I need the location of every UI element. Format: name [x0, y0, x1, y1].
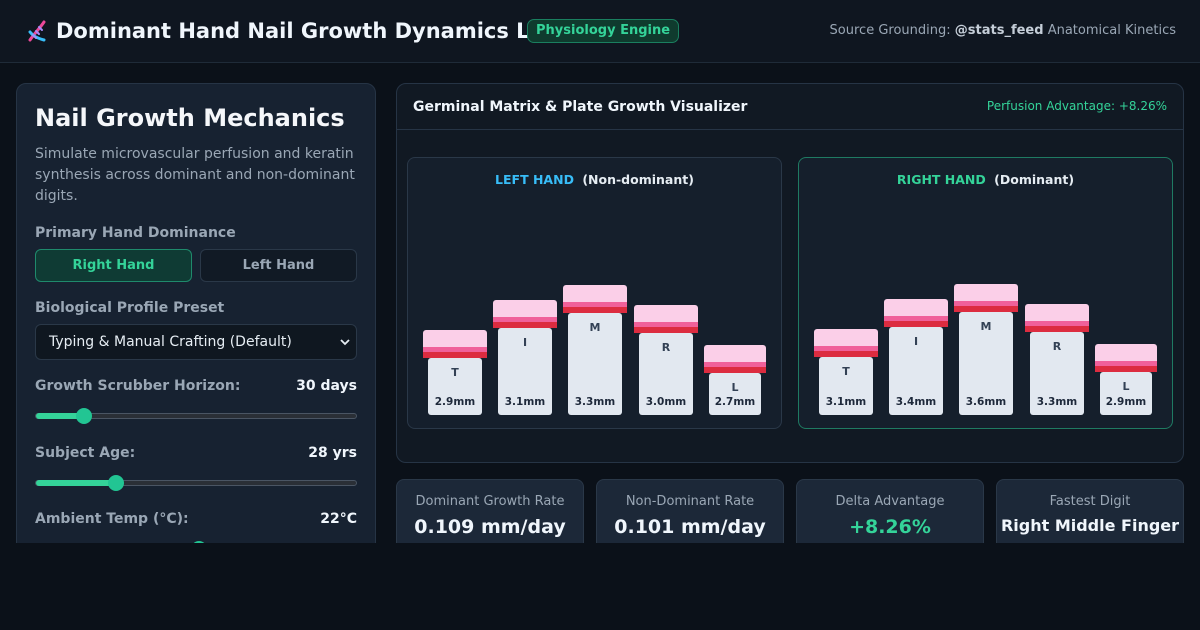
panel-title: Nail Growth Mechanics — [35, 104, 345, 132]
left-hand-fingers: T 2.9mm I 3.1mm M 3.3mm R 3.0mm L 2.7mm — [408, 158, 781, 428]
finger-R — [1030, 332, 1084, 415]
finger-length: 3.1mm — [504, 396, 546, 408]
source-suffix: Anatomical Kinetics — [1047, 23, 1176, 38]
nail-plate — [1025, 304, 1089, 332]
right-hand-button[interactable]: Right Hand — [35, 249, 192, 282]
stat-label: Delta Advantage — [835, 494, 945, 509]
finger-letter: I — [913, 335, 919, 348]
left-hand-role: (Non-dominant) — [582, 172, 694, 187]
app-header: Dominant Hand Nail Growth Dynamics Lab P… — [0, 0, 1200, 63]
finger-length: 3.1mm — [825, 396, 867, 408]
finger-T — [428, 358, 482, 415]
finger-R — [639, 333, 693, 415]
preset-select[interactable]: Typing & Manual Crafting (Default) — [35, 324, 357, 360]
finger-letter: M — [589, 321, 601, 334]
visualizer-title: Germinal Matrix & Plate Growth Visualize… — [413, 99, 748, 115]
finger-M — [568, 313, 622, 415]
right-hand-role: (Dominant) — [994, 172, 1075, 187]
finger-L — [1100, 372, 1152, 415]
finger-length: 2.7mm — [714, 396, 756, 408]
nail-plate — [704, 345, 766, 373]
age-value: 28 yrs — [308, 445, 357, 461]
app-title-text: Dominant Hand Nail Growth Dynamics Lab — [56, 19, 559, 43]
left-hand-name: LEFT HAND — [495, 172, 574, 187]
age-slider-fill — [36, 480, 116, 486]
nail-plate — [954, 284, 1018, 312]
stat-value: +8.26% — [849, 516, 931, 538]
temp-value: 22°C — [320, 511, 357, 527]
preset-select-value: Typing & Manual Crafting (Default) — [49, 334, 292, 350]
finger-letter: L — [731, 381, 739, 394]
chevron-down-icon — [340, 339, 350, 346]
source-grounding: Source Grounding: @stats_feed Anatomical… — [830, 23, 1176, 38]
preset-label: Biological Profile Preset — [35, 300, 225, 316]
finger-letter: I — [522, 336, 528, 349]
finger-letter: M — [980, 320, 992, 333]
nail-plate — [423, 330, 487, 358]
finger-L — [709, 373, 761, 415]
nail-plate — [493, 300, 557, 328]
stat-value: Right Middle Finger — [1000, 516, 1180, 535]
right-hand-heading: RIGHT HAND (Dominant) — [799, 172, 1172, 187]
finger-I — [498, 328, 552, 415]
age-slider[interactable] — [35, 475, 357, 491]
finger-length: 3.3mm — [1036, 396, 1078, 408]
dominance-label: Primary Hand Dominance — [35, 225, 236, 241]
finger-length: 2.9mm — [1105, 396, 1147, 408]
finger-letter: R — [1052, 340, 1062, 353]
finger-length: 2.9mm — [434, 396, 476, 408]
left-hand-heading: LEFT HAND (Non-dominant) — [408, 172, 781, 187]
right-hand-box: RIGHT HAND (Dominant) T 3.1mm I 3.4mm M 3.6mm… — [798, 157, 1173, 429]
nail-plate — [563, 285, 627, 313]
nail-plate — [884, 299, 948, 327]
finger-length: 3.3mm — [574, 396, 616, 408]
page-background — [0, 543, 1200, 630]
source-prefix: Source Grounding: — [829, 23, 951, 38]
finger-letter: L — [1122, 380, 1130, 393]
engine-badge: Physiology Engine — [527, 19, 680, 43]
nail-plate — [814, 329, 878, 357]
stat-label: Non-Dominant Rate — [625, 494, 755, 509]
dna-icon — [28, 20, 46, 42]
finger-letter: T — [842, 365, 850, 378]
finger-letter: T — [451, 366, 459, 379]
finger-letter: R — [661, 341, 671, 354]
controls-panel: Nail Growth Mechanics Simulate microvasc… — [16, 83, 376, 553]
left-hand-button[interactable]: Left Hand — [200, 249, 357, 282]
finger-length: 3.0mm — [645, 396, 687, 408]
nail-plate — [1095, 344, 1157, 372]
finger-length: 3.6mm — [965, 396, 1007, 408]
finger-length: 3.4mm — [895, 396, 937, 408]
horizon-slider[interactable] — [35, 408, 357, 424]
panel-description: Simulate microvascular perfusion and ker… — [35, 146, 355, 204]
stat-value: 0.109 mm/day — [414, 516, 566, 538]
finger-M — [959, 312, 1013, 415]
finger-T — [819, 357, 873, 415]
visualizer-header: Germinal Matrix & Plate Growth Visualize… — [397, 84, 1183, 130]
finger-I — [889, 327, 943, 415]
stat-label: Fastest Digit — [1049, 494, 1131, 509]
source-handle[interactable]: @stats_feed — [954, 23, 1044, 38]
age-slider-thumb[interactable] — [108, 475, 124, 491]
stat-value: 0.101 mm/day — [614, 516, 766, 538]
right-hand-fingers: T 3.1mm I 3.4mm M 3.6mm R 3.3mm L 2.9mm — [799, 158, 1172, 428]
horizon-slider-thumb[interactable] — [76, 408, 92, 424]
horizon-slider-fill — [36, 413, 84, 419]
app-title: Dominant Hand Nail Growth Dynamics Lab — [24, 18, 559, 44]
horizon-label: Growth Scrubber Horizon: — [35, 378, 241, 394]
growth-visualizer: Germinal Matrix & Plate Growth Visualize… — [396, 83, 1184, 463]
horizon-value: 30 days — [296, 378, 357, 394]
stat-label: Dominant Growth Rate — [415, 494, 565, 509]
left-hand-box: LEFT HAND (Non-dominant) T 2.9mm I 3.1mm M 3.… — [407, 157, 782, 429]
temp-label: Ambient Temp (°C): — [35, 511, 189, 527]
nail-plate — [634, 305, 698, 333]
right-hand-name: RIGHT HAND — [896, 172, 986, 187]
age-label: Subject Age: — [35, 445, 136, 461]
perfusion-advantage: Perfusion Advantage: +8.26% — [986, 99, 1167, 113]
